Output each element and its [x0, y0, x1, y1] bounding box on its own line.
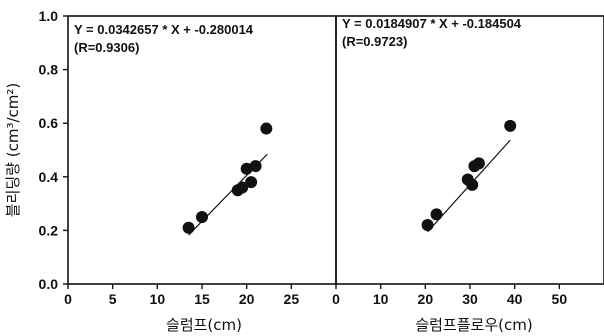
- panel-slump: 0 5 10 15 20 25 0.0 0.2 0.4 0.6 0.8 1.0 Y = 0.0342…: [4, 8, 337, 334]
- x-axis-title: 슬럼프(cm): [166, 316, 242, 334]
- data-point: [504, 119, 517, 132]
- regression-equation: Y = 0.0342657 * X + -0.280014: [74, 22, 254, 37]
- y-tick-labels: 0.0 0.2 0.4 0.6 0.8 1.0: [39, 8, 59, 292]
- x-tick-label: 10: [373, 291, 389, 307]
- x-axis-title: 슬럼프플로우(cm): [415, 316, 532, 334]
- data-point: [472, 157, 485, 170]
- data-point: [249, 160, 262, 173]
- x-tick-label: 10: [150, 291, 166, 307]
- x-tick-labels: 0 5 10 15 20 25: [64, 291, 299, 307]
- y-axis-title: 블리딩량 (cm³/cm²): [4, 83, 22, 217]
- plot-frame: [67, 15, 337, 285]
- x-tick-label: 25: [284, 291, 300, 307]
- x-tick-label: 0: [64, 291, 72, 307]
- y-tick-label: 0.4: [39, 169, 59, 185]
- y-tick-label: 0.2: [39, 222, 59, 238]
- data-point: [466, 178, 479, 191]
- data-point: [260, 122, 273, 135]
- data-point: [236, 181, 249, 194]
- correlation-label: (R=0.9723): [342, 34, 407, 49]
- data-point: [430, 208, 443, 221]
- x-tick-label: 40: [507, 291, 523, 307]
- x-tick-label: 20: [418, 291, 434, 307]
- y-tick-label: 1.0: [39, 8, 59, 24]
- x-tick-label: 20: [239, 291, 255, 307]
- data-point: [182, 221, 195, 234]
- y-tick-label: 0.6: [39, 115, 59, 131]
- data-points: [421, 119, 517, 232]
- data-point: [245, 176, 258, 189]
- x-tick-label: 15: [194, 291, 210, 307]
- plot-frame: [335, 15, 604, 285]
- axis-ticks: [335, 284, 561, 289]
- y-tick-label: 0.8: [39, 62, 59, 78]
- x-tick-label: 0: [332, 291, 340, 307]
- y-tick-label: 0.0: [39, 276, 59, 292]
- x-tick-label: 30: [462, 291, 478, 307]
- panel-slump-flow: 0 10 20 30 40 50 Y = 0.0184907 * X + -0.18450…: [332, 15, 604, 334]
- x-tick-labels: 0 10 20 30 40 50: [332, 291, 567, 307]
- regression-equation: Y = 0.0184907 * X + -0.184504: [342, 16, 522, 31]
- x-tick-label: 50: [552, 291, 568, 307]
- data-point: [421, 219, 434, 232]
- data-point: [196, 211, 208, 223]
- x-tick-label: 5: [109, 291, 117, 307]
- data-points: [182, 122, 273, 234]
- axis-ticks: [63, 15, 293, 289]
- correlation-label: (R=0.9306): [74, 40, 139, 55]
